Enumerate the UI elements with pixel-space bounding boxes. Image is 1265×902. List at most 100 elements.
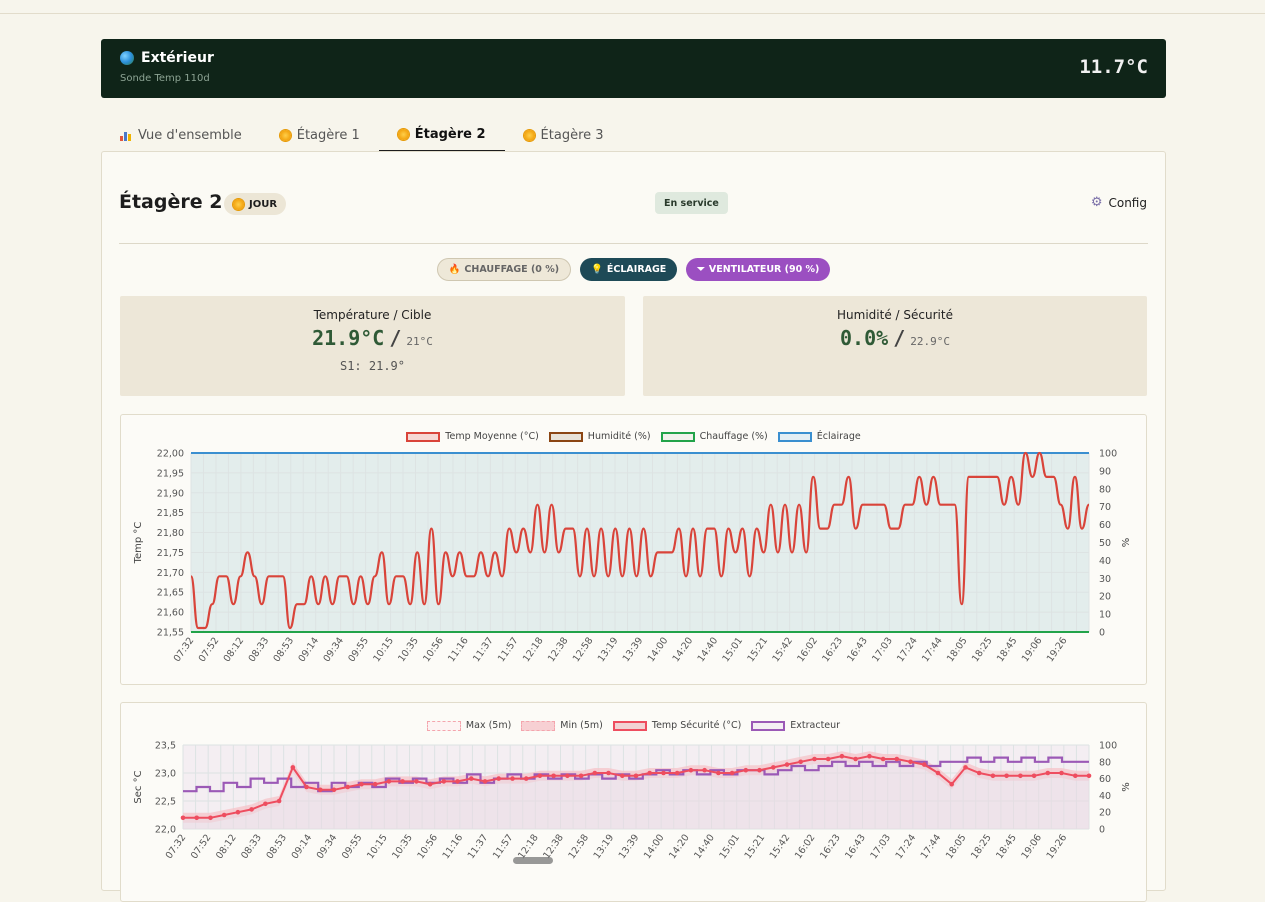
safety-temp-point: [551, 773, 556, 779]
safety-temp-point: [771, 765, 776, 770]
x-tick-label: 14:40: [696, 635, 721, 664]
exterior-sensor-bar: Extérieur Sonde Temp 110d 11.7°C: [101, 39, 1166, 98]
x-tick-label: 07:52: [197, 635, 222, 664]
legend-label: Humidité (%): [587, 431, 651, 442]
tab-label: Étagère 1: [296, 127, 360, 143]
x-tick-label: 19:26: [1045, 635, 1070, 664]
x-tick-label: 15:42: [770, 635, 795, 664]
safety-temp-point: [523, 776, 529, 781]
x-tick-label: 18:25: [969, 832, 994, 861]
safety-temp-point: [688, 767, 694, 773]
safety-temp-point: [221, 812, 227, 818]
safety-temp-point: [359, 781, 364, 787]
horizontal-scroll-handle[interactable]: [513, 857, 553, 864]
safety-temp-point: [194, 815, 199, 821]
exterior-temperature: 11.7°C: [1079, 56, 1148, 78]
x-tick-label: 08:12: [214, 832, 239, 861]
x-tick-label: 09:14: [290, 832, 315, 861]
safety-temp-point: [661, 770, 666, 776]
x-tick-label: 18:05: [944, 832, 969, 861]
legend-temp-average[interactable]: Temp Moyenne (°C): [406, 431, 539, 442]
legend-lighting[interactable]: Éclairage: [777, 431, 861, 442]
tab-shelf-2[interactable]: Étagère 2: [378, 118, 505, 152]
legend-max-5m[interactable]: Max (5m): [426, 720, 511, 731]
temperature-value-row: 21.9°C/ 21°C: [120, 326, 625, 350]
x-tick-label: 11:37: [471, 635, 496, 664]
x-tick-label: 14:00: [646, 635, 671, 664]
fan-toggle[interactable]: ⏷ VENTILATEUR (90 %): [686, 258, 831, 281]
x-tick-label: 15:01: [721, 635, 746, 664]
fan-label: VENTILATEUR (90 %): [708, 264, 820, 275]
x-tick-label: 16:23: [820, 635, 845, 664]
chart-legend: Temp Moyenne (°C) Humidité (%) Chauffage…: [121, 431, 1146, 442]
x-tick-label: 13:19: [596, 635, 621, 664]
safety-temp-point: [976, 770, 982, 776]
legend-swatch: [777, 431, 812, 442]
x-tick-label: 10:35: [390, 832, 415, 861]
safety-temp-fill: [183, 756, 1089, 829]
lightbulb-icon: 💡: [591, 264, 603, 275]
x-tick-label: 08:33: [247, 635, 272, 664]
tab-shelf-3[interactable]: Étagère 3: [505, 118, 623, 152]
x-tick-label: 12:38: [546, 635, 571, 664]
safety-temp-point: [798, 759, 803, 765]
legend-swatch: [521, 720, 556, 731]
y-tick-label: 21,60: [157, 608, 184, 619]
safety-temp-point: [304, 784, 309, 790]
lighting-toggle[interactable]: 💡 ÉCLAIRAGE: [580, 258, 678, 281]
safety-temp-point: [318, 787, 323, 793]
safety-temp-point: [880, 756, 886, 762]
x-tick-label: 10:56: [421, 635, 446, 664]
tab-label: Vue d'ensemble: [138, 127, 242, 143]
y2-tick-label: 100: [1099, 741, 1117, 752]
x-tick-label: 17:03: [868, 832, 893, 861]
safety-temp-point: [372, 781, 378, 787]
x-tick-label: 13:39: [621, 635, 646, 664]
x-tick-label: 11:16: [441, 832, 466, 861]
top-divider: [0, 13, 1265, 14]
legend-extractor[interactable]: Extracteur: [751, 720, 840, 731]
x-tick-label: 09:34: [321, 635, 346, 664]
x-tick-label: 13:19: [592, 832, 617, 861]
globe-icon: [120, 51, 134, 65]
tab-shelf-1[interactable]: Étagère 1: [261, 118, 379, 152]
safety-temp-point: [1031, 773, 1037, 779]
safety-temp-point: [894, 756, 900, 762]
y2-tick-label: 80: [1099, 757, 1111, 768]
y-tick-label: 21,95: [157, 468, 184, 479]
legend-safety-temp[interactable]: Temp Sécurité (°C): [612, 720, 741, 731]
legend-label: Chauffage (%): [699, 431, 768, 442]
x-tick-label: 11:16: [446, 635, 471, 664]
legend-min-5m[interactable]: Min (5m): [521, 720, 603, 731]
x-tick-label: 12:58: [566, 832, 591, 861]
y2-tick-label: 30: [1099, 574, 1111, 585]
safety-temp-point: [1086, 773, 1092, 779]
x-tick-label: 11:57: [496, 635, 521, 664]
x-tick-label: 15:42: [768, 832, 793, 861]
x-tick-label: 13:39: [617, 832, 642, 861]
heating-toggle[interactable]: 🔥 CHAUFFAGE (0 %): [436, 258, 572, 281]
safety-temp-point: [674, 770, 680, 776]
legend-humidity[interactable]: Humidité (%): [548, 431, 651, 442]
x-tick-label: 16:23: [818, 832, 843, 861]
x-tick-label: 18:45: [995, 635, 1020, 664]
safety-temp-point: [606, 770, 611, 776]
safety-temp-point: [702, 767, 707, 773]
config-button[interactable]: ⚙ Config: [1091, 195, 1147, 210]
gear-icon: ⚙: [1090, 195, 1103, 210]
safety-temp-point: [469, 776, 474, 781]
tab-overview[interactable]: Vue d'ensemble: [101, 118, 261, 152]
shelf-panel: Étagère 2 JOUR En service ⚙ Config 🔥 CHA…: [101, 151, 1166, 902]
y-tick-label: 21,75: [157, 548, 184, 559]
safety-temp-point: [812, 756, 817, 762]
safety-temp-point: [565, 773, 570, 779]
y-tick-label: 22,0: [155, 825, 176, 836]
legend-heating[interactable]: Chauffage (%): [660, 431, 768, 442]
x-tick-label: 08:53: [272, 635, 297, 664]
x-tick-label: 10:35: [396, 635, 421, 664]
temperature-card-label: Température / Cible: [313, 308, 432, 322]
safety-temp-point: [208, 815, 213, 821]
x-tick-label: 16:43: [845, 635, 870, 664]
x-tick-label: 14:20: [667, 832, 692, 861]
temperature-card: Température / Cible 21.9°C/ 21°C S1: 21.9…: [120, 296, 625, 396]
